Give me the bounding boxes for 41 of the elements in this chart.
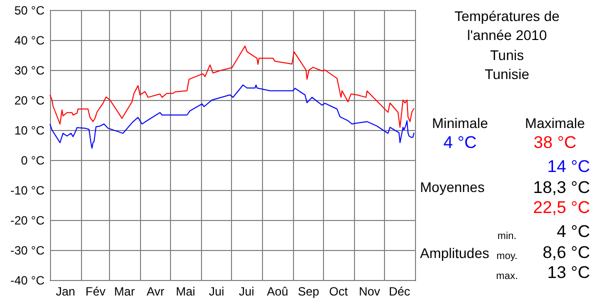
text: 4 °C (443, 133, 477, 152)
y-tick-label: 50 °C (14, 4, 45, 18)
text: 38 °C (534, 133, 576, 152)
text: Tunis Tunisie (484, 47, 530, 82)
text: 18,3 °C (533, 178, 590, 197)
text: moy. (496, 251, 518, 262)
x-tick-label: Aoû (266, 284, 288, 298)
y-tick-label: 0 °C (21, 154, 45, 168)
text: max. (496, 271, 518, 282)
text: 13 °C (547, 263, 590, 282)
text: 8,6 °C (542, 243, 590, 262)
x-tick-label: Avr (146, 284, 164, 298)
x-tick-label: Mai (176, 284, 196, 298)
text: Températures de l'année 2010 (454, 8, 560, 43)
y-tick-label: -40 °C (10, 274, 45, 288)
y-tick-label: -20 °C (10, 214, 45, 228)
x-tick-label: Fév (85, 284, 106, 298)
text: 22,5 °C (533, 198, 590, 217)
text: 14 °C (547, 157, 590, 176)
y-tick-label: -10 °C (10, 184, 45, 198)
text: Minimale (432, 115, 488, 131)
x-tick-label: Oct (329, 284, 348, 298)
x-tick-label: Mar (114, 284, 135, 298)
x-tick-label: Nov (358, 284, 380, 298)
text: Amplitudes (420, 245, 490, 261)
text: 4 °C (556, 222, 590, 241)
y-tick-label: -30 °C (10, 244, 45, 258)
y-tick-label: 10 °C (14, 124, 45, 138)
y-tick-label: 20 °C (14, 94, 45, 108)
x-tick-label: Jui (208, 284, 224, 298)
x-tick-label: Jan (56, 284, 76, 298)
x-tick-label: Sep (298, 284, 320, 298)
line-series (50, 46, 414, 128)
text: Maximale (525, 115, 586, 131)
text: Moyennes (420, 179, 485, 195)
x-tick-label: Jui (238, 284, 254, 298)
text: min. (498, 231, 516, 242)
x-tick-label: Déc (388, 284, 410, 298)
line-series (50, 84, 414, 149)
y-tick-label: 30 °C (14, 64, 45, 78)
y-tick-label: 40 °C (14, 34, 45, 48)
